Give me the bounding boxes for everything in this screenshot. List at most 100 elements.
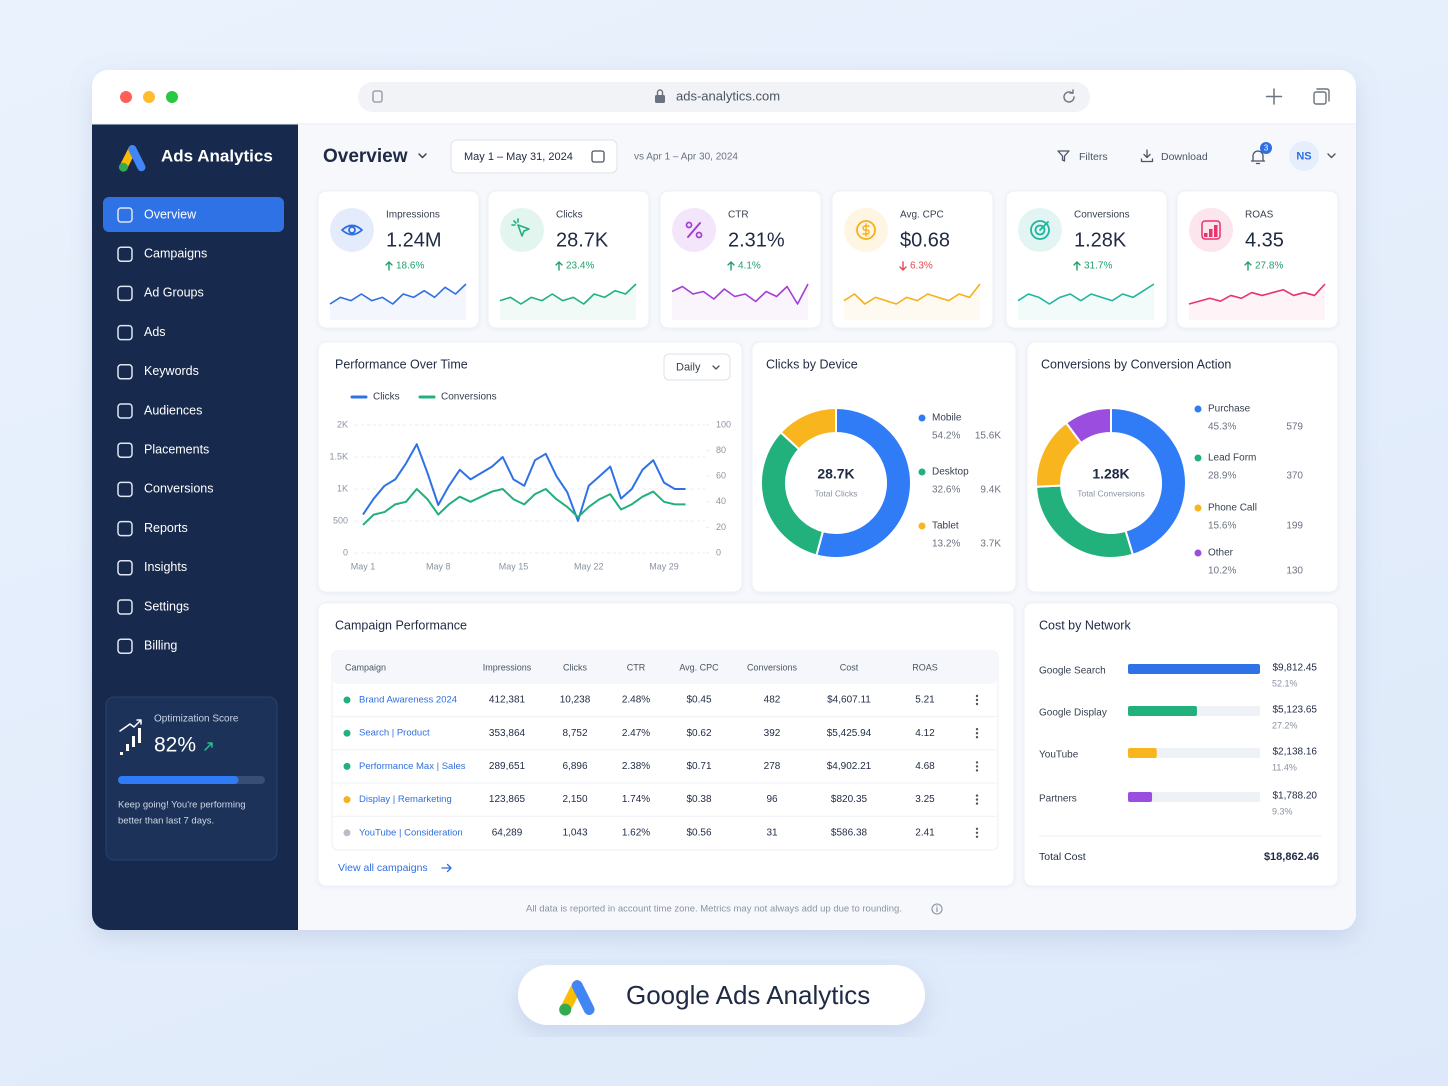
network-share: 27.2%: [1272, 720, 1298, 730]
compare-range: vs Apr 1 – Apr 30, 2024: [634, 152, 738, 163]
opt-icon-arrow: [119, 719, 142, 732]
download-button[interactable]: Download: [1161, 151, 1208, 163]
reload-icon: [1063, 89, 1075, 103]
legend-label: Other: [1208, 548, 1234, 559]
campaign-link[interactable]: Performance Max | Sales: [359, 761, 466, 772]
window-control: [143, 91, 155, 103]
donut-total-label: Total Conversions: [1077, 488, 1145, 498]
row-menu-dot: [975, 798, 979, 801]
nav-item[interactable]: Keywords: [144, 364, 199, 378]
cell: 4.12: [915, 728, 935, 739]
nav-icon: [117, 520, 133, 537]
kpi-change: 4.1%: [738, 261, 761, 272]
y2-tick-label: 60: [716, 471, 726, 481]
nav-item[interactable]: Overview: [144, 207, 197, 221]
lock-icon: [655, 95, 665, 103]
legend-percent: 45.3%: [1208, 422, 1236, 433]
page-title: Overview: [323, 146, 408, 167]
date-range[interactable]: May 1 – May 31, 2024: [464, 151, 573, 163]
filters-button[interactable]: Filters: [1079, 151, 1108, 163]
row-menu-dot: [975, 769, 979, 772]
cell: 5.21: [915, 695, 935, 706]
period[interactable]: Daily: [676, 361, 701, 373]
network-name: Google Search: [1039, 666, 1106, 677]
kpi-change-arrow: [1244, 261, 1252, 271]
sparkline: [843, 283, 981, 305]
kpi-label: CTR: [728, 210, 749, 221]
calendar-icon: [591, 150, 605, 163]
icon: [1214, 225, 1218, 237]
url: ads-analytics.com: [676, 88, 780, 103]
bar-track: [1128, 748, 1260, 758]
campaign-link[interactable]: Search | Product: [359, 728, 430, 739]
period-select[interactable]: [663, 353, 731, 381]
network-share: 11.4%: [1272, 762, 1297, 772]
opt-icon-bar: [126, 744, 129, 751]
cell: $0.45: [686, 695, 711, 706]
footer-note: All data is reported in account time zon…: [526, 904, 902, 915]
campaign-link[interactable]: Display | Remarketing: [359, 794, 452, 805]
window-control: [166, 91, 178, 103]
nav-item[interactable]: Settings: [144, 599, 189, 613]
legend-dot: [918, 522, 926, 530]
brand: Ads Analytics: [161, 146, 273, 165]
icon: [862, 223, 870, 237]
date-picker[interactable]: [450, 139, 618, 174]
legend-count: 9.4K: [980, 485, 1001, 496]
y-tick-label: 1K: [337, 483, 348, 493]
cell: $0.38: [686, 794, 711, 805]
nav-item[interactable]: Reports: [144, 521, 188, 535]
sparkline-area: [500, 284, 636, 320]
badge-title: Google Ads Analytics: [626, 980, 870, 1010]
nav-item[interactable]: Campaigns: [144, 246, 207, 260]
cell: $4,902.21: [827, 761, 872, 772]
avatar-initials[interactable]: NS: [1296, 150, 1311, 162]
cell: 482: [764, 695, 781, 706]
nav-item[interactable]: Insights: [144, 560, 187, 574]
donut-segment: [815, 406, 912, 559]
kpi-change: 27.8%: [1255, 261, 1283, 272]
column-header: ROAS: [912, 662, 938, 672]
row-menu-dot: [975, 728, 979, 731]
column-header: Avg. CPC: [679, 662, 719, 672]
cell: $4,607.11: [827, 695, 871, 706]
legend-label: Purchase: [1208, 404, 1251, 415]
campaign-link[interactable]: YouTube | Consideration: [359, 827, 463, 838]
donut-total: 28.7K: [817, 466, 854, 482]
row-menu-dot: [975, 694, 979, 698]
total-label: Total Cost: [1039, 851, 1086, 863]
cell: 2,150: [562, 794, 587, 805]
nav-item[interactable]: Placements: [144, 442, 209, 456]
kpi-value: 4.35: [1245, 229, 1284, 251]
nav-item[interactable]: Audiences: [144, 403, 202, 417]
donut-segment: [1064, 406, 1112, 445]
nav-icon: [117, 364, 133, 380]
campaign-link[interactable]: Brand Awareness 2024: [359, 695, 457, 706]
network-share: 9.3%: [1272, 806, 1293, 816]
y2-tick-label: 100: [716, 419, 731, 429]
row-menu-dot: [975, 732, 979, 735]
icon: [685, 221, 693, 229]
column-header: Cost: [840, 662, 859, 672]
icon: [341, 224, 363, 236]
kpi-label: Impressions: [386, 210, 440, 221]
nav-icon: [117, 599, 133, 615]
nav-item[interactable]: Conversions: [144, 482, 213, 496]
y-tick-label: 500: [333, 515, 348, 525]
score-up-arrow: [204, 742, 213, 751]
network-card: [1023, 602, 1339, 887]
chart-title: Conversions by Conversion Action: [1041, 357, 1231, 371]
legend-label: Desktop: [932, 467, 969, 478]
nav-item[interactable]: Ads: [144, 325, 166, 339]
nav-active[interactable]: [103, 197, 284, 232]
nav-item[interactable]: Billing: [144, 638, 177, 652]
cell: 31: [766, 827, 778, 838]
sparkline-area: [330, 284, 466, 320]
nav-item[interactable]: Ad Groups: [144, 286, 204, 300]
icon: [1201, 220, 1221, 240]
view-all-link[interactable]: View all campaigns: [338, 862, 428, 874]
chart-card: [317, 341, 743, 593]
table-title: Campaign Performance: [335, 618, 467, 632]
opt-message: better than last 7 days.: [118, 816, 214, 827]
column-header: Conversions: [747, 662, 798, 672]
